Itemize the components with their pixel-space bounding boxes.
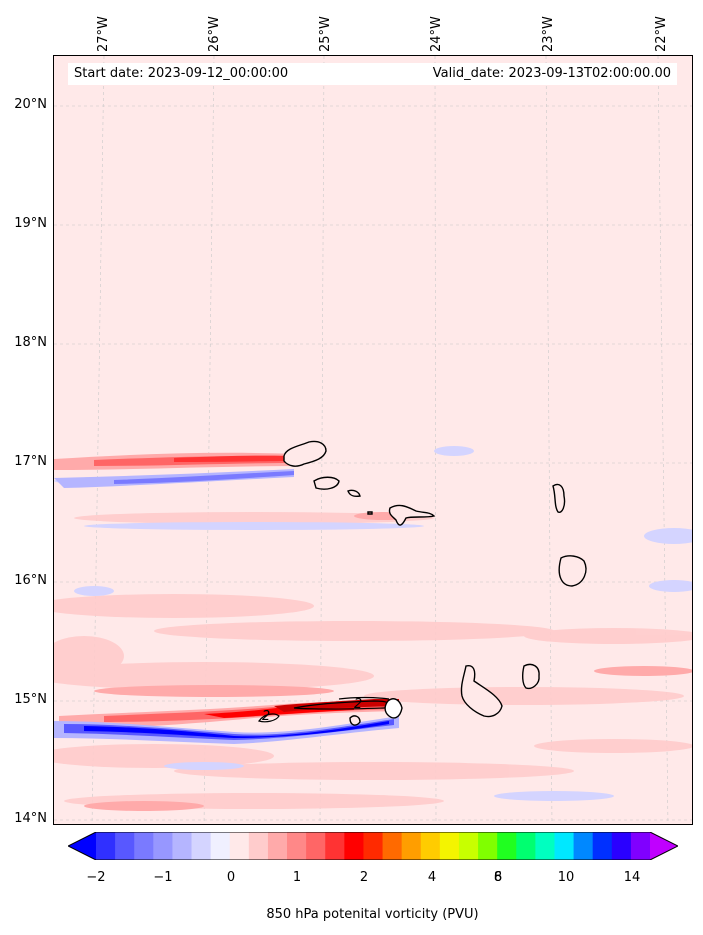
colorbar-swatch bbox=[554, 832, 575, 860]
colorbar-tick: 10 bbox=[557, 870, 575, 885]
colorbar-swatch bbox=[592, 832, 613, 860]
colorbar-tick: 4 bbox=[427, 870, 437, 885]
lon-label-26w: 26°W bbox=[207, 16, 222, 52]
colorbar-swatch bbox=[134, 832, 154, 860]
pv-weak-positive bbox=[54, 512, 692, 809]
lat-label-18n: 18°N bbox=[14, 335, 47, 350]
colorbar-extend-max bbox=[650, 832, 678, 860]
lat-label-19n: 19°N bbox=[14, 216, 47, 231]
colorbar-tick: 1 bbox=[292, 870, 302, 885]
colorbar-swatch bbox=[248, 832, 269, 860]
colorbar-swatch bbox=[630, 832, 651, 860]
colorbar bbox=[68, 832, 678, 860]
date-header: Start date: 2023-09-12_00:00:00 Valid_da… bbox=[68, 63, 677, 85]
lon-label-24w: 24°W bbox=[429, 16, 444, 52]
gridlines bbox=[54, 56, 692, 824]
colorbar-swatch bbox=[153, 832, 173, 860]
lon-label-25w: 25°W bbox=[318, 16, 333, 52]
colorbar-swatch bbox=[420, 832, 441, 860]
lat-label-16n: 16°N bbox=[14, 573, 47, 588]
colorbar-tick: 6 bbox=[493, 870, 503, 885]
lat-label-17n: 17°N bbox=[14, 454, 47, 469]
colorbar-tick: 0 bbox=[226, 870, 236, 885]
lon-label-22w: 22°W bbox=[654, 16, 669, 52]
valid-date: Valid_date: 2023-09-13T02:00:00.00 bbox=[432, 66, 671, 81]
colorbar-label: 850 hPa potenital vorticity (PVU) bbox=[266, 907, 479, 922]
lon-label-23w: 23°W bbox=[541, 16, 556, 52]
colorbar-tick: −2 bbox=[86, 870, 106, 885]
colorbar-swatch bbox=[306, 832, 326, 860]
colorbar-swatch bbox=[439, 832, 460, 860]
colorbar-swatch bbox=[96, 832, 116, 860]
colorbar-swatch bbox=[115, 832, 135, 860]
colorbar-swatch bbox=[401, 832, 422, 860]
colorbar-swatch bbox=[382, 832, 403, 860]
colorbar-swatch bbox=[516, 832, 536, 860]
lat-label-20n: 20°N bbox=[14, 97, 47, 112]
contour-label: 2 bbox=[354, 697, 362, 712]
colorbar-tick: −1 bbox=[153, 870, 173, 885]
colorbar-swatch bbox=[478, 832, 498, 860]
colorbar-swatch bbox=[210, 832, 231, 860]
pv-field: 2 2 bbox=[54, 56, 692, 824]
colorbar-swatch bbox=[229, 832, 250, 860]
colorbar-swatch bbox=[573, 832, 594, 860]
colorbar-swatch bbox=[287, 832, 307, 860]
lat-label-14n: 14°N bbox=[14, 811, 47, 826]
colorbar-swatch bbox=[344, 832, 364, 860]
colorbar-swatch bbox=[267, 832, 288, 860]
start-date: Start date: 2023-09-12_00:00:00 bbox=[74, 66, 289, 81]
colorbar-tick: 14 bbox=[623, 870, 641, 885]
colorbar-swatch bbox=[363, 832, 384, 860]
colorbar-swatch bbox=[325, 832, 345, 860]
colorbar-swatch bbox=[497, 832, 517, 860]
colorbar-tick: 2 bbox=[359, 870, 369, 885]
contour-label: 2 bbox=[262, 709, 270, 724]
map-panel: 2 2 Start date: 2023-09-12_00:00:00 Vali… bbox=[53, 55, 693, 825]
colorbar-tick: 8 bbox=[493, 870, 503, 885]
colorbar-swatch bbox=[611, 832, 632, 860]
colorbar-swatch bbox=[172, 832, 193, 860]
colorbar-extend-min bbox=[68, 832, 96, 860]
colorbar-swatch bbox=[458, 832, 479, 860]
lat-label-15n: 15°N bbox=[14, 692, 47, 707]
coastlines bbox=[283, 440, 587, 726]
colorbar-swatch bbox=[191, 832, 212, 860]
colorbar-swatch bbox=[535, 832, 555, 860]
lon-label-27w: 27°W bbox=[96, 16, 111, 52]
